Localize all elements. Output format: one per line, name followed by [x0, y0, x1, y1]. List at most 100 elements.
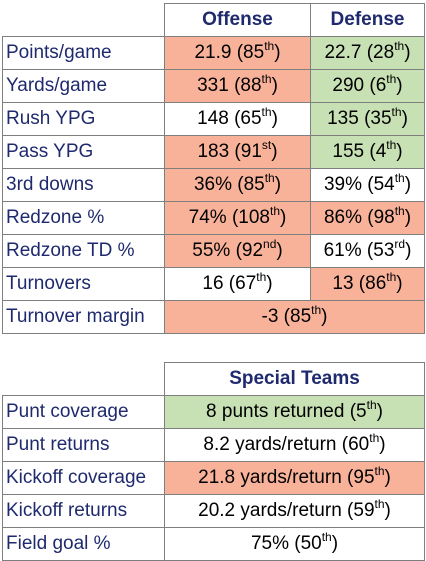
defense-cell: 290 (6th): [310, 69, 425, 103]
stat-value: 21.9: [194, 42, 232, 63]
stat-value: 22.7: [324, 42, 362, 63]
rank-suffix: th: [394, 38, 405, 53]
rank-suffix: th: [374, 496, 385, 511]
rank-suffix: th: [394, 170, 405, 185]
special-teams-header: Special Teams: [164, 362, 425, 396]
stat-value: 16: [202, 273, 224, 294]
rank-suffix: th: [264, 170, 275, 185]
row-label: Kickoff coverage: [2, 461, 165, 495]
offense-cell: 148 (65th): [164, 102, 311, 136]
stat-rank: 59: [353, 500, 375, 521]
stat-rank: 53: [373, 240, 395, 261]
row-label: Kickoff returns: [2, 494, 165, 528]
rank-suffix: th: [369, 430, 380, 445]
stat-value: 55%: [192, 240, 231, 261]
special-value-cell: 8.2 yards/return (60th): [164, 428, 425, 462]
stat-rank: 88: [240, 75, 262, 96]
defense-cell: 86% (98th): [310, 201, 425, 235]
row-label: Redzone %: [2, 201, 165, 235]
stat-rank: 65: [240, 108, 262, 129]
stat-row: 3rd downs 36% (85th) 39% (54th): [2, 168, 425, 202]
row-label: Pass YPG: [2, 135, 165, 169]
stat-value: 8 punts returned: [206, 401, 345, 422]
defense-cell: 135 (35th): [310, 102, 425, 136]
stat-rank: 60: [348, 434, 370, 455]
stat-value: 183: [197, 141, 230, 162]
stat-rank: 92: [241, 240, 264, 261]
offense-cell: 331 (88th): [164, 69, 311, 103]
row-label: Yards/game: [2, 69, 165, 103]
stat-rank: 5: [356, 401, 367, 422]
stat-value: 290: [332, 75, 365, 96]
special-value-cell: 20.2 yards/return (59th): [164, 494, 425, 528]
stat-rank: 95: [353, 467, 375, 488]
stat-rank: 85: [290, 306, 312, 327]
rank-suffix: rd: [394, 236, 406, 251]
special-value-cell: 21.8 yards/return (95th): [164, 461, 425, 495]
special-row: Field goal % 75% (50th): [2, 527, 425, 561]
defense-cell: 61% (53rd): [310, 234, 425, 268]
stat-rank: 28: [373, 42, 395, 63]
stat-row: Rush YPG 148 (65th) 135 (35th): [2, 102, 425, 136]
stat-rank: 4: [375, 141, 387, 162]
row-label: Rush YPG: [2, 102, 165, 136]
stat-rank: 85: [243, 174, 265, 195]
stat-row: Turnovers 16 (67th) 13 (86th): [2, 267, 425, 301]
corner-cell: [2, 3, 165, 37]
row-label: Punt returns: [2, 428, 165, 462]
rank-suffix: th: [261, 71, 272, 86]
special-header-row: Special Teams: [2, 362, 425, 396]
rank-suffix: th: [311, 302, 322, 317]
row-label: Redzone TD %: [2, 234, 165, 268]
special-row: Punt returns 8.2 yards/return (60th): [2, 428, 425, 462]
offense-cell: 36% (85th): [164, 168, 311, 202]
turnover-margin-row: Turnover margin -3 (85th): [2, 300, 425, 334]
defense-cell: 13 (86th): [310, 267, 425, 301]
stat-value: 61%: [323, 240, 362, 261]
stat-value: 155: [332, 141, 365, 162]
special-value-cell: 75% (50th): [164, 527, 425, 561]
special-teams-table: Special Teams Punt coverage 8 punts retur…: [2, 362, 425, 561]
stat-value: 148: [197, 108, 229, 129]
special-value-cell: 8 punts returned (5th): [164, 395, 425, 429]
row-label: Points/game: [2, 36, 165, 70]
rank-suffix: th: [374, 463, 385, 478]
special-row: Kickoff coverage 21.8 yards/return (95th): [2, 461, 425, 495]
stat-value: 21.8 yards/return: [198, 467, 342, 488]
row-label: Punt coverage: [2, 395, 165, 429]
row-label: Turnover margin: [2, 300, 165, 334]
defense-cell: 155 (4th): [310, 135, 425, 169]
special-row: Punt coverage 8 punts returned (5th): [2, 395, 425, 429]
offense-cell: 74% (108th): [164, 201, 311, 235]
rank-suffix: th: [256, 269, 267, 284]
defense-cell: 22.7 (28th): [310, 36, 425, 70]
stat-value: -3: [261, 306, 279, 327]
stat-row: Pass YPG 183 (91st) 155 (4th): [2, 135, 425, 169]
stat-row: Yards/game 331 (88th) 290 (6th): [2, 69, 425, 103]
rank-suffix: th: [366, 397, 377, 412]
offense-cell: 21.9 (85th): [164, 36, 311, 70]
special-row: Kickoff returns 20.2 yards/return (59th): [2, 494, 425, 528]
stat-rank: 50: [300, 533, 322, 554]
stat-value: 20.2 yards/return: [198, 500, 342, 521]
stat-rank: 91: [240, 141, 262, 162]
rank-suffix: th: [386, 71, 397, 86]
stat-value: 8.2 yards/return: [203, 434, 337, 455]
offense-cell: 55% (92nd): [164, 234, 311, 268]
stat-value: 74%: [188, 207, 227, 228]
rank-suffix: st: [261, 137, 272, 152]
stat-row: Points/game 21.9 (85th) 22.7 (28th): [2, 36, 425, 70]
special-corner-cell: [2, 362, 165, 396]
rank-suffix: th: [386, 269, 397, 284]
turnover-margin-cell: -3 (85th): [164, 300, 425, 334]
row-label: Turnovers: [2, 267, 165, 301]
stat-value: 13: [332, 273, 354, 294]
rank-suffix: nd: [263, 236, 277, 251]
defense-cell: 39% (54th): [310, 168, 425, 202]
stat-rank: 86: [365, 273, 387, 294]
stats-body: Points/game 21.9 (85th) 22.7 (28th) Yards/g…: [2, 36, 425, 334]
rank-suffix: th: [391, 104, 402, 119]
row-label: Field goal %: [2, 527, 165, 561]
rank-suffix: th: [321, 529, 332, 544]
rank-suffix: th: [394, 203, 405, 218]
